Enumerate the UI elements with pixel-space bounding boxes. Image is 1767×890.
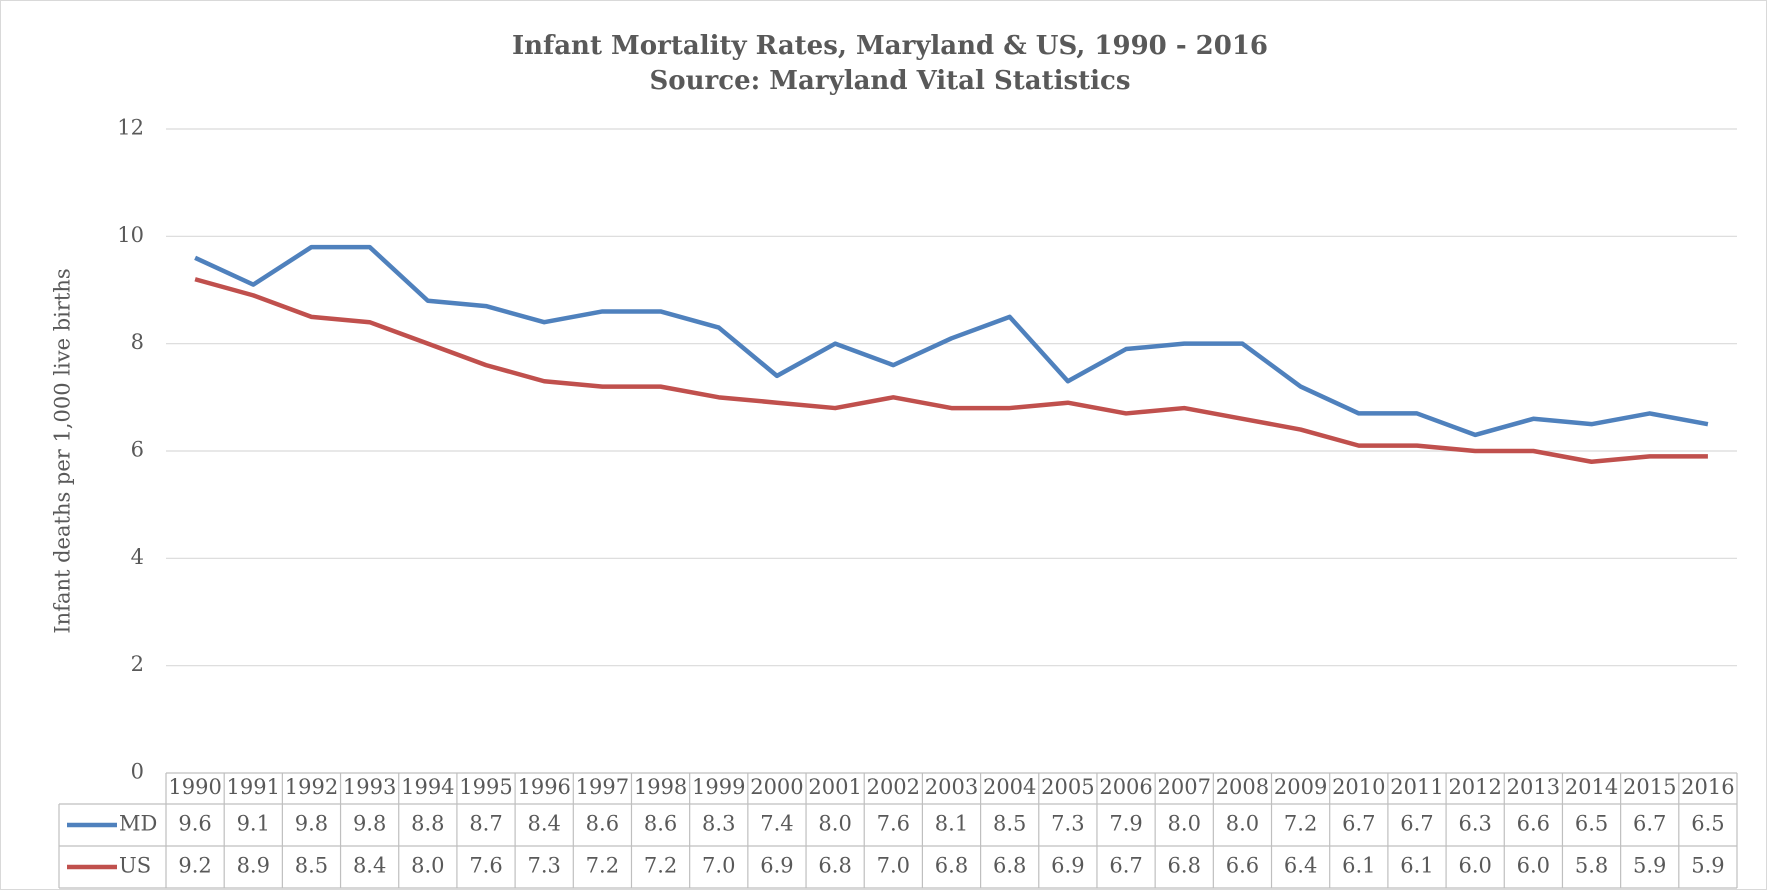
- x-tick-label: 2015: [1623, 775, 1676, 799]
- table-value: 6.9: [760, 854, 793, 878]
- table-value: 7.0: [877, 854, 910, 878]
- x-tick-label: 2016: [1681, 775, 1734, 799]
- table-value: 6.9: [1051, 854, 1084, 878]
- table-value: 5.9: [1691, 854, 1724, 878]
- x-tick-label: 2007: [1158, 775, 1211, 799]
- table-value: 6.1: [1400, 854, 1433, 878]
- x-tick-label: 1990: [168, 775, 221, 799]
- table-value: 7.9: [1109, 812, 1142, 836]
- chart-subtitle: Source: Maryland Vital Statistics: [650, 66, 1131, 96]
- x-tick-label: 1997: [576, 775, 629, 799]
- table-value: 8.4: [528, 812, 561, 836]
- table-value: 6.7: [1633, 812, 1666, 836]
- table-value: 6.6: [1226, 854, 1259, 878]
- table-value: 8.5: [295, 854, 328, 878]
- y-tick-label: 4: [131, 545, 144, 569]
- table-value: 8.7: [469, 812, 502, 836]
- x-tick-label: 1994: [401, 775, 454, 799]
- y-axis-label: Infant deaths per 1,000 live births: [51, 268, 75, 633]
- legend-label: US: [119, 854, 151, 878]
- table-value: 9.6: [178, 812, 211, 836]
- x-tick-label: 2009: [1274, 775, 1327, 799]
- x-tick-label: 2006: [1099, 775, 1152, 799]
- x-tick-label: 2003: [925, 775, 978, 799]
- line-series: [194, 277, 1708, 464]
- table-value: 7.3: [528, 854, 561, 878]
- x-tick-label: 1991: [227, 775, 280, 799]
- legend-label: MD: [119, 812, 157, 836]
- table-value: 6.8: [818, 854, 851, 878]
- table-value: 7.6: [469, 854, 502, 878]
- table-value: 6.7: [1109, 854, 1142, 878]
- x-tick-label: 1998: [634, 775, 687, 799]
- table-value: 7.2: [1284, 812, 1317, 836]
- table-value: 6.8: [1168, 854, 1201, 878]
- table-value: 8.0: [1168, 812, 1201, 836]
- table-value: 7.2: [586, 854, 619, 878]
- table-value: 8.1: [935, 812, 968, 836]
- table-value: 6.0: [1517, 854, 1550, 878]
- table-value: 6.4: [1284, 854, 1317, 878]
- x-tick-label: 2013: [1507, 775, 1560, 799]
- table-value: 8.0: [818, 812, 851, 836]
- x-tick-label: 2014: [1565, 775, 1618, 799]
- table-value: 8.8: [411, 812, 444, 836]
- table-value: 7.2: [644, 854, 677, 878]
- x-tick-label: 2000: [750, 775, 803, 799]
- table-value: 6.8: [993, 854, 1026, 878]
- table-value: 9.8: [295, 812, 328, 836]
- table-value: 6.8: [935, 854, 968, 878]
- y-tick-label: 8: [131, 330, 144, 354]
- x-tick-label: 1996: [517, 775, 570, 799]
- table-value: 6.0: [1458, 854, 1491, 878]
- table-value: 8.4: [353, 854, 386, 878]
- table-value: 6.3: [1458, 812, 1491, 836]
- x-tick-label: 1992: [285, 775, 338, 799]
- x-tick-label: 2005: [1041, 775, 1094, 799]
- x-tick-label: 2012: [1448, 775, 1501, 799]
- y-tick-label: 12: [117, 116, 144, 140]
- x-tick-label: 1993: [343, 775, 396, 799]
- table-value: 8.5: [993, 812, 1026, 836]
- table-value: 7.4: [760, 812, 793, 836]
- table-value: 7.6: [877, 812, 910, 836]
- table-value: 6.7: [1342, 812, 1375, 836]
- x-tick-label: 1995: [459, 775, 512, 799]
- x-tick-label: 2001: [808, 775, 861, 799]
- table-value: 8.9: [237, 854, 270, 878]
- x-tick-label: 2008: [1216, 775, 1269, 799]
- table-value: 8.6: [644, 812, 677, 836]
- x-tick-label: 2004: [983, 775, 1036, 799]
- table-value: 8.0: [1226, 812, 1259, 836]
- x-tick-label: 2010: [1332, 775, 1385, 799]
- table-value: 8.6: [586, 812, 619, 836]
- table-value: 7.0: [702, 854, 735, 878]
- table-value: 6.5: [1575, 812, 1608, 836]
- x-tick-label: 2002: [867, 775, 920, 799]
- chart-title: Infant Mortality Rates, Maryland & US, 1…: [512, 31, 1268, 61]
- y-tick-label: 2: [131, 652, 144, 676]
- x-tick-label: 1999: [692, 775, 745, 799]
- table-value: 8.3: [702, 812, 735, 836]
- line-series: [194, 244, 1709, 438]
- table-value: 9.8: [353, 812, 386, 836]
- y-tick-label: 10: [117, 223, 144, 247]
- y-tick-label: 0: [131, 760, 144, 784]
- table-value: 9.1: [237, 812, 270, 836]
- table-value: 9.2: [178, 854, 211, 878]
- y-tick-label: 6: [131, 438, 144, 462]
- table-value: 7.3: [1051, 812, 1084, 836]
- table-value: 5.8: [1575, 854, 1608, 878]
- table-value: 5.9: [1633, 854, 1666, 878]
- table-value: 8.0: [411, 854, 444, 878]
- table-value: 6.7: [1400, 812, 1433, 836]
- x-tick-label: 2011: [1390, 775, 1443, 799]
- table-value: 6.5: [1691, 812, 1724, 836]
- table-value: 6.1: [1342, 854, 1375, 878]
- table-value: 6.6: [1517, 812, 1550, 836]
